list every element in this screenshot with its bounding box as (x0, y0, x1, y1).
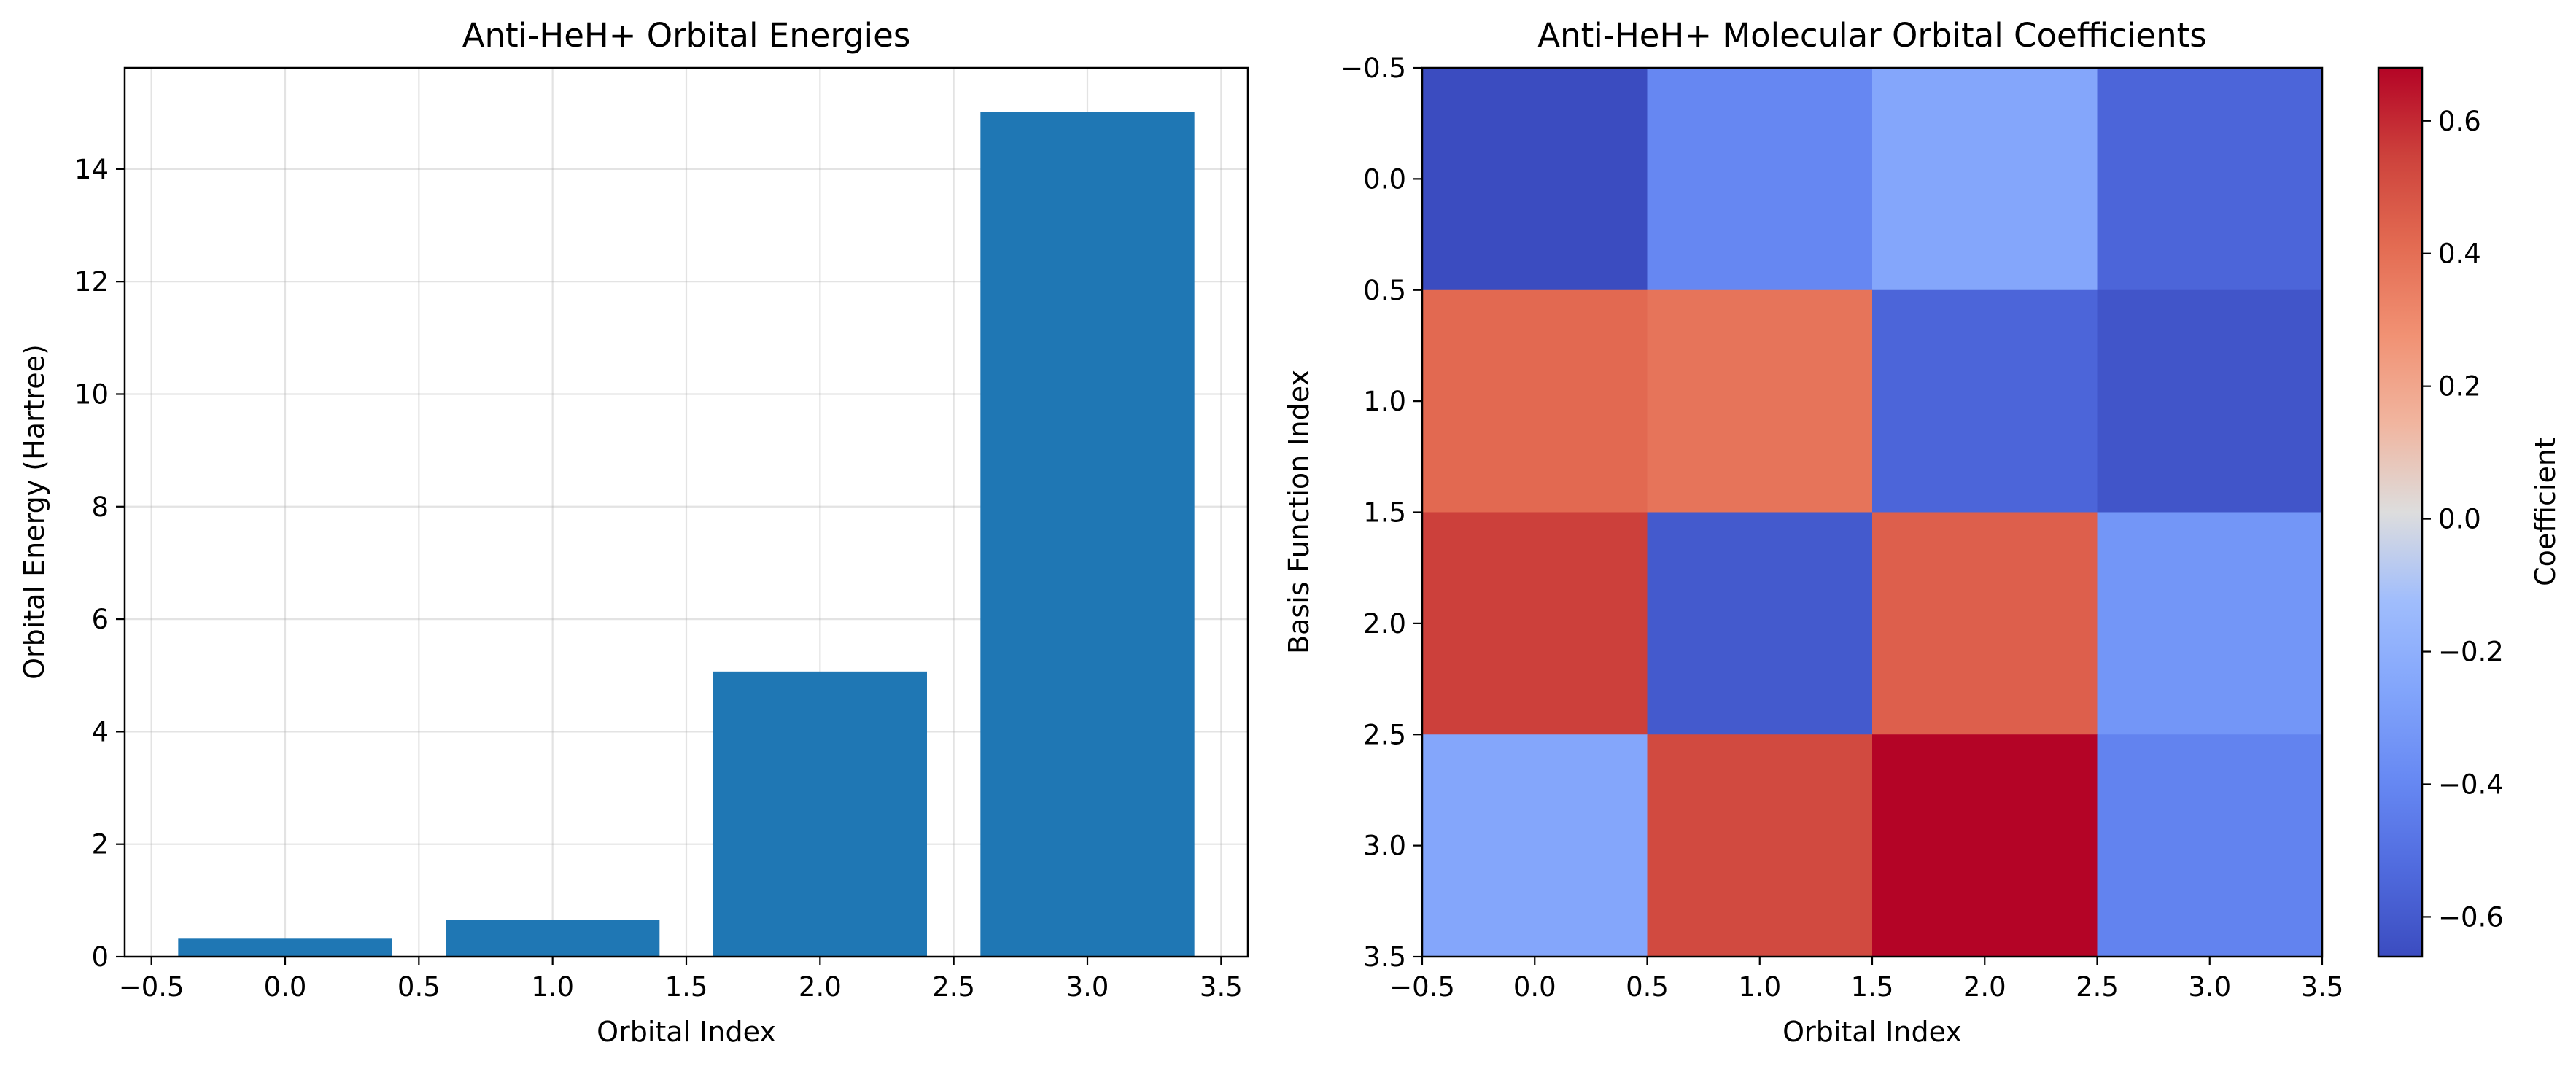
colorbar-tick-label: 0.4 (2438, 238, 2481, 270)
heatmap-x-ticks: −0.5 0.0 0.5 1.0 1.5 2.0 2.5 3.0 3.5 (1389, 957, 2343, 1003)
bar-orbital-0 (178, 938, 392, 957)
heatmap-x-tick-label: 3.5 (2301, 971, 2344, 1003)
bar-y-tick-label: 14 (74, 154, 109, 185)
colorbar-tick-label: −0.4 (2438, 769, 2504, 800)
heatmap-cell-r3-c1 (1647, 734, 1873, 957)
bar-chart: Anti-HeH+ Orbital Energies −0.5 0.0 0.5 1.0… (18, 16, 1249, 1048)
heatmap-x-tick-label: 3.0 (2188, 971, 2231, 1003)
bar-y-ticks: 0 2 4 6 8 10 12 14 (74, 154, 125, 973)
heatmap-x-tick-label: 0.5 (1626, 971, 1669, 1003)
heatmap-cell-r3-c2 (1872, 734, 2098, 957)
heatmap-chart: Anti-HeH+ Molecular Orbital Coefficients… (1283, 16, 2343, 1048)
bar-x-tick-label: 3.0 (1066, 971, 1109, 1003)
bar-orbital-1 (446, 920, 660, 957)
heatmap-y-tick-label: 2.0 (1363, 608, 1406, 640)
bar-orbital-2 (713, 671, 927, 957)
bar-x-tick-label: −0.5 (119, 971, 185, 1003)
bar-x-ticks: −0.5 0.0 0.5 1.0 1.5 2.0 2.5 3.0 3.5 (119, 957, 1243, 1003)
colorbar-tick-label: 0.2 (2438, 371, 2481, 403)
bar-y-axis-label: Orbital Energy (Hartree) (18, 344, 50, 680)
bar-x-tick-label: 3.5 (1200, 971, 1243, 1003)
heatmap-cell-r2-c3 (2097, 512, 2323, 735)
bar-y-tick-label: 4 (91, 716, 109, 747)
colorbar-tick-label: 0.0 (2438, 504, 2481, 535)
heatmap-x-tick-label: 1.5 (1851, 971, 1894, 1003)
heatmap-cell-r1-c1 (1647, 289, 1873, 513)
heatmap-y-axis-label: Basis Function Index (1283, 370, 1315, 654)
heatmap-y-tick-label: 3.5 (1363, 941, 1406, 973)
heatmap-x-tick-label: −0.5 (1389, 971, 1455, 1003)
bar-x-tick-label: 0.5 (397, 971, 441, 1003)
bar-chart-title: Anti-HeH+ Orbital Energies (462, 16, 911, 55)
heatmap-cell-r0-c1 (1647, 68, 1873, 291)
heatmap-x-axis-label: Orbital Index (1782, 1016, 1962, 1048)
heatmap-y-tick-label: 0.0 (1363, 163, 1406, 195)
heatmap-y-tick-label: −0.5 (1341, 53, 1406, 84)
heatmap-cell-r3-c3 (2097, 734, 2323, 957)
heatmap-y-tick-label: 0.5 (1363, 275, 1406, 306)
heatmap-y-tick-label: 1.5 (1363, 497, 1406, 529)
heatmap-cells (1422, 68, 2323, 957)
bar-y-tick-label: 2 (91, 829, 109, 860)
colorbar-tick-label: −0.6 (2438, 901, 2504, 933)
heatmap-y-tick-label: 2.5 (1363, 719, 1406, 750)
colorbar-gradient (2377, 66, 2424, 958)
heatmap-title: Anti-HeH+ Molecular Orbital Coefficients (1537, 16, 2206, 55)
bar-y-tick-label: 6 (91, 604, 109, 635)
heatmap-x-tick-label: 1.0 (1738, 971, 1781, 1003)
bar-x-tick-label: 1.5 (665, 971, 708, 1003)
colorbar-label: Coefficient (2529, 438, 2561, 586)
bar-x-axis-label: Orbital Index (597, 1016, 776, 1048)
colorbar-tick-label: −0.2 (2438, 637, 2504, 668)
heatmap-cell-r1-c3 (2097, 289, 2323, 513)
bar-series (178, 112, 1195, 957)
heatmap-y-tick-label: 3.0 (1363, 831, 1406, 862)
heatmap-cell-r1-c2 (1872, 289, 2098, 513)
bar-y-tick-label: 10 (74, 378, 109, 410)
heatmap-cell-r0-c3 (2097, 68, 2323, 291)
colorbar: −0.6 −0.4 −0.2 0.0 0.2 0.4 0.6 Coefficient (2377, 66, 2561, 958)
bar-x-tick-label: 2.0 (799, 971, 842, 1003)
bar-y-tick-label: 12 (74, 266, 109, 298)
colorbar-tick-label: 0.6 (2438, 106, 2481, 137)
heatmap-y-ticks: −0.5 0.0 0.5 1.0 1.5 2.0 2.5 3.0 3.5 (1341, 53, 1422, 973)
heatmap-cell-r2-c0 (1422, 512, 1648, 735)
heatmap-cell-r3-c0 (1422, 734, 1648, 957)
heatmap-y-tick-label: 1.0 (1363, 386, 1406, 417)
bar-x-tick-label: 1.0 (531, 971, 574, 1003)
heatmap-x-tick-label: 2.0 (1963, 971, 2006, 1003)
bar-orbital-3 (980, 112, 1195, 957)
heatmap-x-tick-label: 0.0 (1513, 971, 1556, 1003)
bar-x-tick-label: 0.0 (264, 971, 307, 1003)
heatmap-cell-r0-c0 (1422, 68, 1648, 291)
heatmap-cell-r2-c1 (1647, 512, 1873, 735)
heatmap-x-tick-label: 2.5 (2076, 971, 2119, 1003)
colorbar-ticks: −0.6 −0.4 −0.2 0.0 0.2 0.4 0.6 (2422, 106, 2504, 933)
heatmap-cell-r0-c2 (1872, 68, 2098, 291)
heatmap-cell-r1-c0 (1422, 289, 1648, 513)
bar-x-tick-label: 2.5 (932, 971, 975, 1003)
heatmap-cell-r2-c2 (1872, 512, 2098, 735)
bar-y-tick-label: 0 (91, 941, 109, 973)
bar-y-tick-label: 8 (91, 491, 109, 523)
